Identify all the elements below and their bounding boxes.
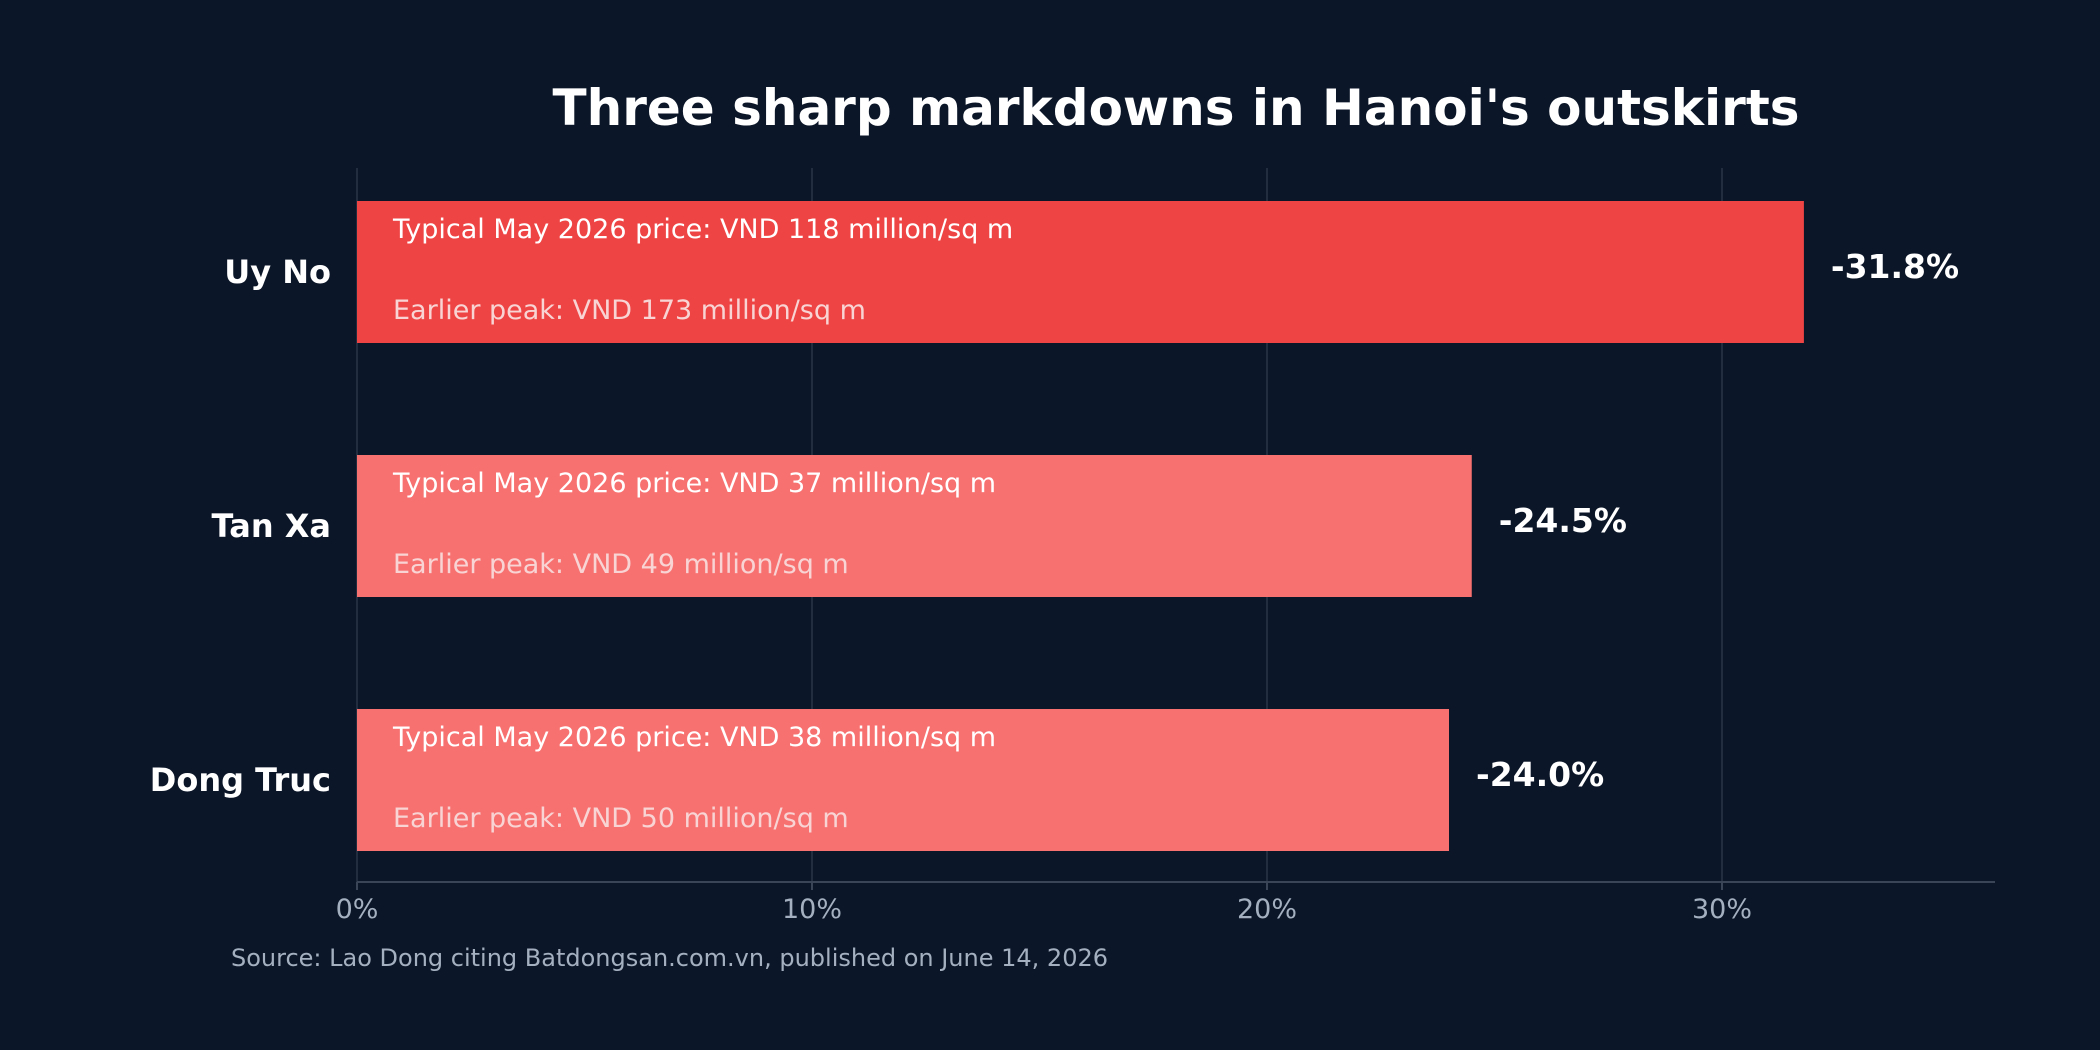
x-tick-label-1: 10%	[782, 894, 842, 925]
current-price-note-0: Typical May 2026 price: VND 118 million/…	[392, 214, 1013, 245]
bar-0	[357, 201, 1804, 343]
x-tick-label-0: 0%	[336, 894, 379, 925]
category-label-1: Tan Xa	[212, 507, 331, 545]
category-label-0: Uy No	[224, 253, 331, 291]
x-tick-label-2: 20%	[1237, 894, 1297, 925]
x-axis: 0% 10% 20% 30%	[336, 881, 1995, 925]
peak-price-note-0: Earlier peak: VND 173 million/sq m	[393, 295, 866, 326]
current-price-note-2: Typical May 2026 price: VND 38 million/s…	[392, 722, 996, 753]
x-tick-label-3: 30%	[1692, 894, 1752, 925]
bar-2	[357, 709, 1449, 851]
value-label-0: -31.8%	[1831, 247, 1959, 286]
bars: Uy No Typical May 2026 price: VND 118 mil…	[150, 201, 1959, 851]
peak-price-note-1: Earlier peak: VND 49 million/sq m	[393, 549, 849, 580]
bar-1	[357, 455, 1472, 597]
peak-price-note-2: Earlier peak: VND 50 million/sq m	[393, 803, 849, 834]
source-note: Source: Lao Dong citing Batdongsan.com.v…	[231, 944, 1108, 972]
value-label-2: -24.0%	[1476, 755, 1604, 794]
category-label-2: Dong Truc	[150, 761, 331, 799]
chart-title: Three sharp markdowns in Hanoi's outskir…	[553, 79, 1800, 137]
value-label-1: -24.5%	[1499, 501, 1627, 540]
current-price-note-1: Typical May 2026 price: VND 37 million/s…	[392, 468, 996, 499]
